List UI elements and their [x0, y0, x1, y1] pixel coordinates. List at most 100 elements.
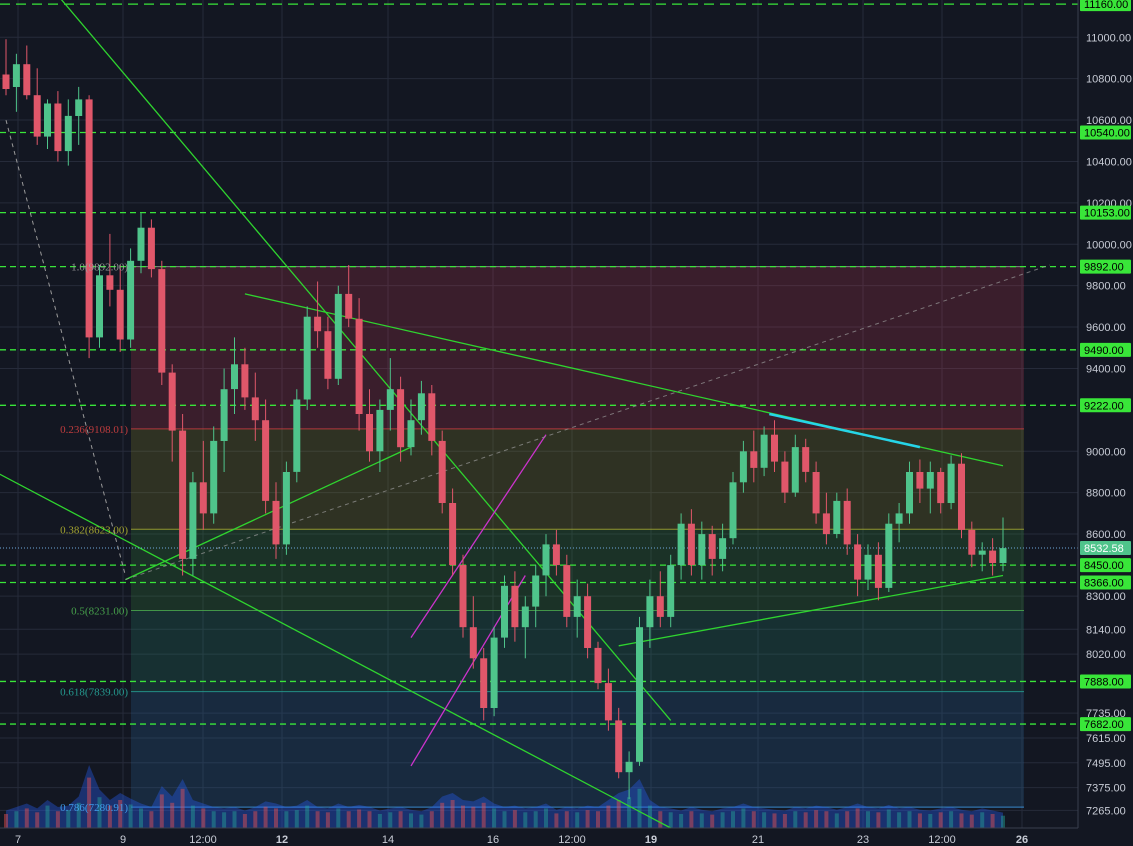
- x-tick-label: 26: [1016, 834, 1028, 846]
- volume-bar: [492, 808, 497, 828]
- candle-body: [282, 472, 290, 545]
- candle-body: [636, 627, 643, 762]
- y-tick-label: 10800.00: [1086, 74, 1132, 86]
- candle-body: [116, 289, 124, 340]
- candle-body: [490, 637, 498, 708]
- volume-bar: [627, 797, 632, 828]
- volume-bar: [917, 813, 922, 828]
- candle-body: [978, 550, 986, 555]
- volume-bar: [346, 811, 351, 828]
- volume-bar: [461, 805, 465, 828]
- candle-body: [667, 565, 675, 617]
- volume-bar: [139, 808, 143, 828]
- volume-bar: [305, 805, 310, 828]
- volume-bar: [876, 812, 881, 828]
- volume-bar: [782, 814, 787, 828]
- ascending-support-line: [618, 574, 1004, 647]
- candle-body: [750, 451, 758, 468]
- volume-bar: [689, 811, 694, 828]
- volume-bar: [554, 813, 559, 828]
- candle-body: [999, 548, 1007, 563]
- y-tick-label: 8020.00: [1086, 649, 1126, 661]
- candle-body: [739, 451, 747, 483]
- y-tick-label: 8800.00: [1086, 488, 1126, 500]
- level-price-tag: [1080, 125, 1131, 140]
- volume-bar: [190, 805, 195, 828]
- volume-bar: [762, 812, 767, 828]
- level-price-tag-label: 8450.00: [1084, 560, 1124, 572]
- volume-bar: [502, 811, 507, 828]
- fibonacci-retracement[interactable]: [131, 266, 1024, 808]
- volume-bar: [128, 804, 133, 828]
- candle-body: [366, 414, 373, 452]
- volume-bar: [45, 805, 50, 828]
- x-tick-label: 16: [487, 834, 499, 846]
- volume-bar: [35, 812, 40, 828]
- grid: [0, 0, 1078, 828]
- candle-body: [220, 389, 228, 441]
- volume-bar: [336, 808, 341, 828]
- volume-bar: [720, 812, 725, 828]
- volume-bar: [450, 800, 455, 828]
- volume-bar: [149, 811, 154, 828]
- candle-body: [864, 554, 872, 580]
- x-tick-label: 21: [752, 834, 764, 846]
- candle-body: [23, 64, 31, 96]
- candle-body: [44, 103, 51, 137]
- candle-body: [345, 293, 353, 319]
- volume-bar: [66, 810, 71, 828]
- volume-bar: [907, 811, 912, 828]
- volume-bar: [159, 794, 164, 828]
- candle-body: [127, 260, 135, 340]
- y-tick-label: 10400.00: [1086, 156, 1132, 168]
- volume-bar: [928, 814, 933, 828]
- volume-bar: [980, 812, 985, 828]
- candle-body: [417, 393, 425, 421]
- candle-body: [459, 565, 467, 628]
- candle-body: [677, 523, 685, 566]
- volume-bar: [1001, 815, 1005, 828]
- horizontal-levels[interactable]: [0, 3, 1078, 725]
- level-price-tag: [1080, 717, 1131, 732]
- candle-body: [96, 275, 103, 338]
- candle-body: [199, 482, 207, 514]
- volume-bar: [419, 814, 424, 828]
- candle-body: [771, 434, 778, 462]
- candle-body: [989, 550, 997, 563]
- volume-bar: [294, 810, 299, 828]
- volume-bar: [679, 814, 684, 828]
- y-tick-label: 8300.00: [1086, 591, 1126, 603]
- lower-descending-trendline: [0, 473, 672, 829]
- x-tick-label: 12:00: [928, 834, 956, 846]
- x-axis[interactable]: 7 9 12:00 12 14 16 12:00 19 21 23 12:00 26: [15, 834, 1028, 846]
- volume-bar: [76, 802, 81, 828]
- volume-bar: [180, 788, 185, 828]
- volume-bar: [824, 811, 829, 828]
- volume-bar: [512, 810, 517, 828]
- volume-bar: [658, 811, 663, 828]
- candle-body: [75, 99, 83, 116]
- volume-bar: [232, 811, 237, 828]
- fibonacci-labels: 1.0(9892.00) 0.236(9108.01) 0.382(8623.00)…: [60, 262, 128, 814]
- y-tick-label: 9400.00: [1086, 363, 1126, 375]
- current-price-tag-label: 8532.58: [1084, 543, 1124, 555]
- level-price-tag-label: 10153.00: [1084, 208, 1130, 220]
- fib-zone: [131, 266, 1024, 429]
- level-price-tag-label: 10540.00: [1084, 127, 1130, 139]
- price-axis[interactable]: [1078, 0, 1133, 846]
- candle-body: [958, 463, 965, 530]
- candle-body: [926, 472, 934, 489]
- volume-bar: [751, 811, 756, 828]
- volume-bar: [118, 800, 123, 828]
- candle-body: [189, 482, 197, 559]
- volume-area: [6, 765, 1003, 828]
- volume-bar: [201, 808, 206, 828]
- x-tick-label: 7: [15, 834, 21, 846]
- volume-bar: [523, 812, 528, 828]
- candle-body: [449, 503, 457, 566]
- candle-body: [85, 99, 93, 338]
- candle-body: [158, 269, 166, 373]
- candle-body: [293, 399, 301, 472]
- volume-bar: [938, 812, 943, 828]
